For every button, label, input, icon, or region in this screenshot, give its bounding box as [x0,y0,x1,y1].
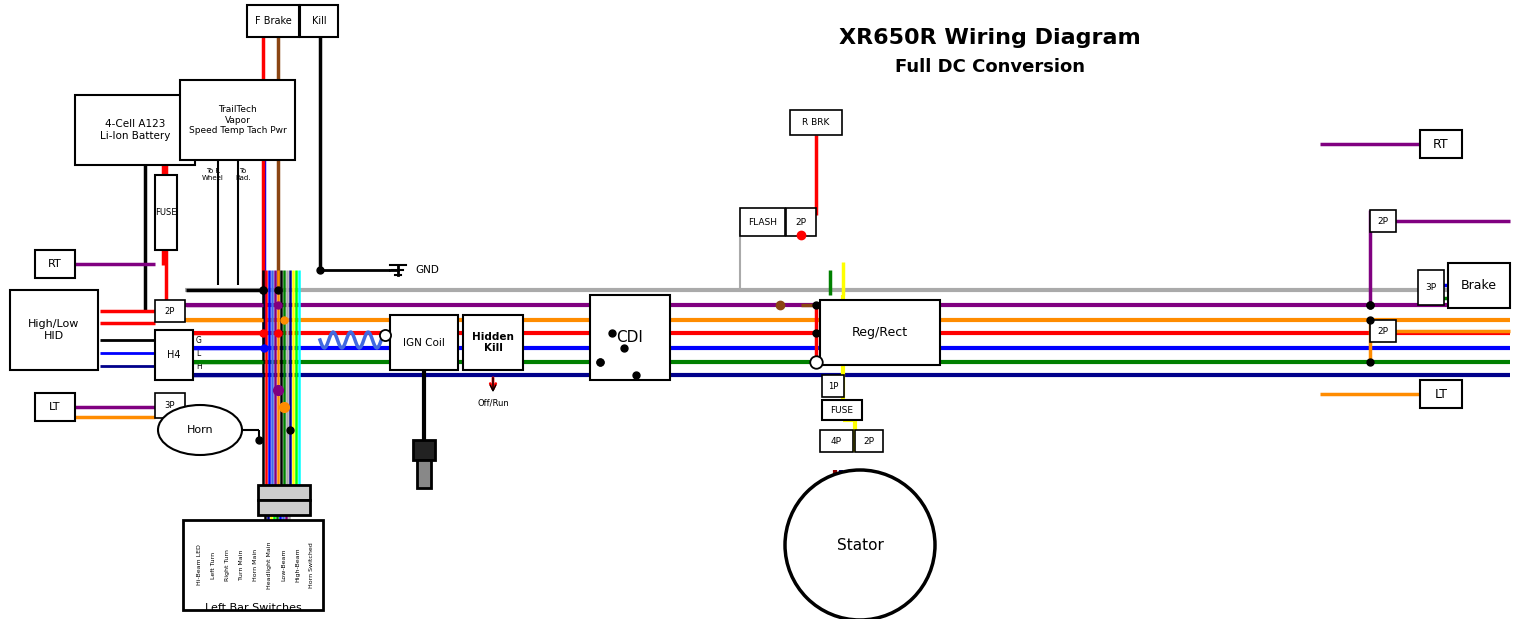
Text: GND: GND [416,265,439,275]
Text: RT: RT [47,259,61,269]
Text: G: G [196,335,202,345]
Text: TrailTech
Vapor
Speed Temp Tach Pwr: TrailTech Vapor Speed Temp Tach Pwr [188,105,286,135]
Text: High/Low
HID: High/Low HID [29,319,79,341]
Text: RT: RT [1433,137,1449,150]
FancyBboxPatch shape [258,485,310,500]
FancyBboxPatch shape [821,430,853,452]
FancyBboxPatch shape [590,295,669,380]
Text: Brake: Brake [1461,279,1497,292]
Text: To
Rad.: To Rad. [235,168,251,181]
Text: Hi-Beam LED: Hi-Beam LED [197,545,203,586]
FancyBboxPatch shape [75,95,196,165]
FancyBboxPatch shape [463,315,523,370]
Text: 3P: 3P [165,401,176,410]
Text: IGN Coil: IGN Coil [403,337,445,347]
FancyBboxPatch shape [180,80,295,160]
FancyBboxPatch shape [1420,380,1462,408]
Text: 2P: 2P [796,217,807,227]
Text: LT: LT [49,402,61,412]
Text: GND: GND [394,331,414,339]
Text: FUSE: FUSE [831,405,854,415]
Text: Reg/Rect: Reg/Rect [853,326,908,339]
Text: 2P: 2P [165,306,176,316]
FancyBboxPatch shape [740,208,785,236]
FancyBboxPatch shape [154,393,185,418]
FancyBboxPatch shape [11,290,98,370]
Text: 2P: 2P [1378,217,1389,225]
Text: 3P: 3P [1426,283,1436,292]
FancyBboxPatch shape [154,175,177,250]
Text: L: L [196,348,200,358]
FancyBboxPatch shape [785,208,816,236]
FancyBboxPatch shape [790,110,842,135]
Text: Off/Run: Off/Run [477,398,509,407]
Ellipse shape [157,405,241,455]
Text: R BRK: R BRK [802,118,830,127]
FancyBboxPatch shape [154,300,185,322]
FancyBboxPatch shape [1418,270,1444,305]
Text: Hidden
Kill: Hidden Kill [472,332,513,353]
Text: FUSE: FUSE [156,208,177,217]
Text: 4-Cell A123
Li-Ion Battery: 4-Cell A123 Li-Ion Battery [99,119,170,141]
Text: 4P: 4P [831,436,842,446]
Text: Left Turn: Left Turn [211,552,217,579]
FancyBboxPatch shape [1371,320,1397,342]
Text: Left Bar Switches: Left Bar Switches [205,603,301,613]
Text: 2P: 2P [1378,326,1389,335]
FancyBboxPatch shape [248,5,299,37]
Text: Stator: Stator [836,537,883,553]
Text: H: H [196,361,202,371]
FancyBboxPatch shape [35,393,75,421]
FancyBboxPatch shape [183,520,322,610]
Text: Low-Beam: Low-Beam [281,549,286,581]
Text: 2P: 2P [863,436,874,446]
Text: Horn Switched: Horn Switched [310,542,315,588]
FancyBboxPatch shape [299,5,338,37]
Text: Horn: Horn [186,425,214,435]
Text: LT: LT [1435,387,1447,400]
FancyBboxPatch shape [390,315,458,370]
FancyBboxPatch shape [35,250,75,278]
Text: H4: H4 [167,350,180,360]
Text: High-Beam: High-Beam [295,548,301,582]
FancyBboxPatch shape [856,430,883,452]
FancyBboxPatch shape [258,500,310,515]
FancyBboxPatch shape [413,440,435,460]
Text: Turn Main: Turn Main [240,550,244,580]
Text: FLASH: FLASH [749,217,778,227]
Text: Horn Main: Horn Main [254,549,258,581]
FancyBboxPatch shape [822,400,862,420]
Text: CDI: CDI [617,330,643,345]
FancyBboxPatch shape [821,300,940,365]
FancyBboxPatch shape [1449,263,1510,308]
Circle shape [785,470,935,619]
FancyBboxPatch shape [1371,210,1397,232]
Text: GND: GND [827,357,848,367]
Text: Kill: Kill [312,16,327,26]
FancyBboxPatch shape [417,460,431,488]
FancyBboxPatch shape [1420,130,1462,158]
Text: XR650R Wiring Diagram: XR650R Wiring Diagram [839,28,1141,48]
Text: F Brake: F Brake [255,16,292,26]
FancyBboxPatch shape [822,375,843,397]
Text: 1P: 1P [828,381,839,391]
FancyBboxPatch shape [154,330,193,380]
Text: Right Turn: Right Turn [226,549,231,581]
Text: To F.
Wheel: To F. Wheel [202,168,225,181]
Text: Headlight Main: Headlight Main [267,541,272,589]
Text: Full DC Conversion: Full DC Conversion [895,58,1085,76]
